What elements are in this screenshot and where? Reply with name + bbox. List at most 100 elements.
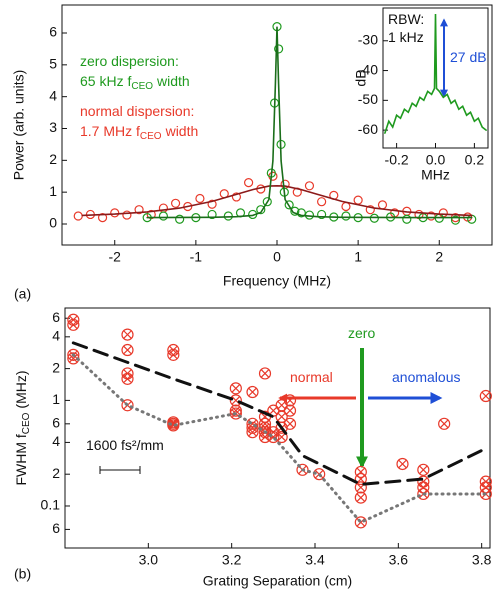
x-tick-label: -2 <box>109 249 122 265</box>
data-line <box>146 26 473 219</box>
data-point <box>276 139 286 150</box>
data-point <box>183 201 193 212</box>
annotation-text: normal <box>290 369 333 385</box>
data-point <box>317 209 327 220</box>
y-tick-label: -30 <box>358 31 378 47</box>
y-axis-label: Power (arb. units) <box>11 70 27 180</box>
x-tick-label: 3.4 <box>305 552 325 568</box>
y-tick-label: 6 <box>49 24 57 40</box>
data-point <box>292 187 302 197</box>
data-point <box>402 206 412 216</box>
data-point <box>341 201 351 212</box>
annotation: zero dispersion: <box>80 53 179 69</box>
x-tick-label: 3.2 <box>222 552 242 568</box>
y-axis-label-sub: CEO <box>21 412 32 434</box>
data-point <box>438 208 448 218</box>
data-point <box>246 426 259 439</box>
data-point <box>121 344 134 357</box>
annotation-after: width <box>165 123 199 139</box>
annotation-text: 1.7 MHz f <box>80 123 140 139</box>
data-point <box>256 184 266 194</box>
x-tick-label: 3.6 <box>389 552 409 568</box>
annotation: anomalous <box>392 369 461 385</box>
data-point <box>396 457 409 470</box>
y-tick-label: 6 <box>52 415 60 431</box>
x-tick-label: 3.8 <box>472 552 492 568</box>
annotation: 1 kHz <box>388 29 424 45</box>
y-tick-label: 3 <box>49 119 57 135</box>
panel-label: (b) <box>14 566 31 582</box>
y-tick-label: 2 <box>52 359 60 375</box>
annotation: RBW: <box>388 11 424 27</box>
annotation-text: 65 kHz f <box>80 73 131 89</box>
annotation: normal <box>290 369 333 385</box>
y-tick-label: -50 <box>358 91 378 107</box>
data-point <box>244 178 254 188</box>
data-point <box>279 187 289 197</box>
data-point <box>158 203 169 213</box>
y-tick-label: 4 <box>49 87 57 103</box>
y-axis-label: FWHM fCEO (MHz) <box>13 370 32 485</box>
x-tick-label: -0.2 <box>385 152 409 168</box>
x-tick-label: -1 <box>190 249 203 265</box>
annotation-text: normal dispersion: <box>80 103 194 119</box>
data-point <box>121 372 134 385</box>
data-point <box>175 214 185 224</box>
data-point <box>167 344 180 357</box>
data-point <box>354 516 367 529</box>
data-point <box>479 481 492 494</box>
data-point <box>73 211 83 221</box>
data-point <box>377 200 388 210</box>
annotation-sub: CEO <box>140 131 162 142</box>
x-tick-label: 1 <box>354 249 362 265</box>
annotation: 65 kHz fCEO width <box>80 73 190 92</box>
frame-b <box>64 307 491 549</box>
data-point <box>219 189 229 199</box>
annotation-text: 1 kHz <box>388 29 424 45</box>
data-line <box>81 184 473 217</box>
y-tick-label: 1 <box>52 391 60 407</box>
annotation: 27 dB <box>450 49 487 65</box>
x-axis-label: Frequency (MHz) <box>223 273 331 289</box>
data-point <box>417 463 430 476</box>
data-point <box>272 22 282 32</box>
data-point <box>283 394 297 407</box>
y-tick-label: -60 <box>358 121 378 137</box>
data-point <box>266 168 276 178</box>
data-line <box>384 13 487 134</box>
y-tick-label: -40 <box>358 61 378 77</box>
data-point <box>296 208 306 218</box>
scale-bar <box>99 466 141 474</box>
data-point <box>283 404 297 417</box>
annotation-sub: CEO <box>131 81 153 92</box>
data-point <box>283 417 297 430</box>
data-point <box>121 328 134 341</box>
y-tick-label: 1 <box>49 183 57 199</box>
y-tick-label: 4 <box>52 328 60 344</box>
y-tick-label: 6 <box>52 309 60 325</box>
panel-label: (a) <box>14 286 31 302</box>
y-tick-label: 6 <box>52 520 60 536</box>
x-tick-label: 2 <box>435 249 443 265</box>
data-point <box>317 197 327 207</box>
data-point <box>353 195 363 205</box>
x-tick-label: 0 <box>273 249 281 265</box>
data-point <box>229 382 242 395</box>
data-point <box>67 318 80 331</box>
annotation-text: 27 dB <box>450 49 487 65</box>
annotation-text: zero dispersion: <box>80 53 179 69</box>
data-point <box>275 410 288 423</box>
y-axis-label-main: FWHM f <box>13 434 29 485</box>
data-point <box>110 208 120 218</box>
data-point <box>438 417 451 430</box>
data-point <box>341 211 351 221</box>
y-tick-label: 2 <box>52 465 60 481</box>
data-point <box>479 390 492 403</box>
annotation: normal dispersion: <box>80 103 194 119</box>
annotation: zero <box>348 325 375 341</box>
annotation-text: RBW: <box>388 11 424 27</box>
data-point <box>275 430 288 444</box>
data-point <box>258 367 272 380</box>
data-point <box>354 491 367 504</box>
